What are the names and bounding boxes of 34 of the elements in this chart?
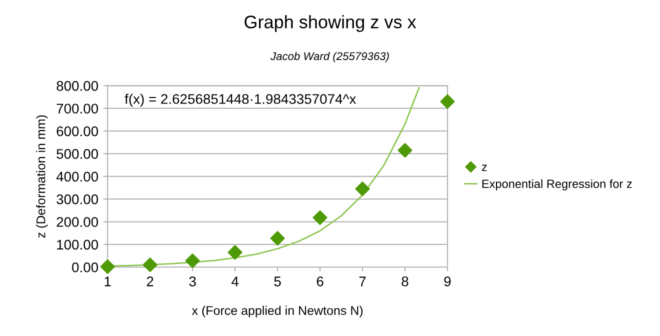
y-tick-label: 400.00 (56, 172, 98, 182)
x-axis-title: x (Force applied in Newtons N) (192, 306, 363, 318)
point (440, 94, 455, 109)
chart-title: Graph showing z vs x (244, 15, 416, 32)
x-tick-label: 2 (146, 276, 154, 286)
y-tick-label: 700.00 (56, 104, 98, 114)
point (270, 231, 285, 246)
y-tick-label: 600.00 (56, 126, 98, 136)
x-tick-label: 3 (189, 276, 196, 286)
x-tick-label: 7 (359, 276, 366, 286)
y-tick-label: 500.00 (56, 149, 98, 159)
point (228, 245, 242, 260)
point (355, 182, 370, 196)
point (100, 259, 115, 274)
x-tick-label: 5 (274, 276, 281, 286)
y-tick-label: 200.00 (56, 217, 98, 227)
point (398, 143, 412, 158)
chart-subtitle: Jacob Ward (25579363) (270, 52, 389, 62)
y-tick-label: 300.00 (56, 194, 98, 204)
point (185, 253, 200, 268)
x-tick-label: 6 (316, 276, 324, 286)
y-tick-label: 800.00 (56, 81, 98, 91)
legend-label: z (482, 164, 487, 171)
y-tick-label: 100.00 (57, 240, 98, 250)
x-tick-label: 8 (402, 276, 408, 286)
point (312, 210, 328, 225)
y-axis-title: z (Deformation in mm) (36, 115, 48, 238)
legend-label: Exponential Regression for z (482, 179, 632, 190)
y-tick-label: 0.00 (72, 262, 98, 272)
x-tick-label: 1 (104, 276, 111, 286)
x-tick-label: 4 (232, 276, 238, 286)
annotation: f(x) = 2.6256851448·1.9843357074^x (124, 94, 356, 107)
point (142, 258, 158, 272)
x-tick-label: 9 (444, 276, 451, 286)
